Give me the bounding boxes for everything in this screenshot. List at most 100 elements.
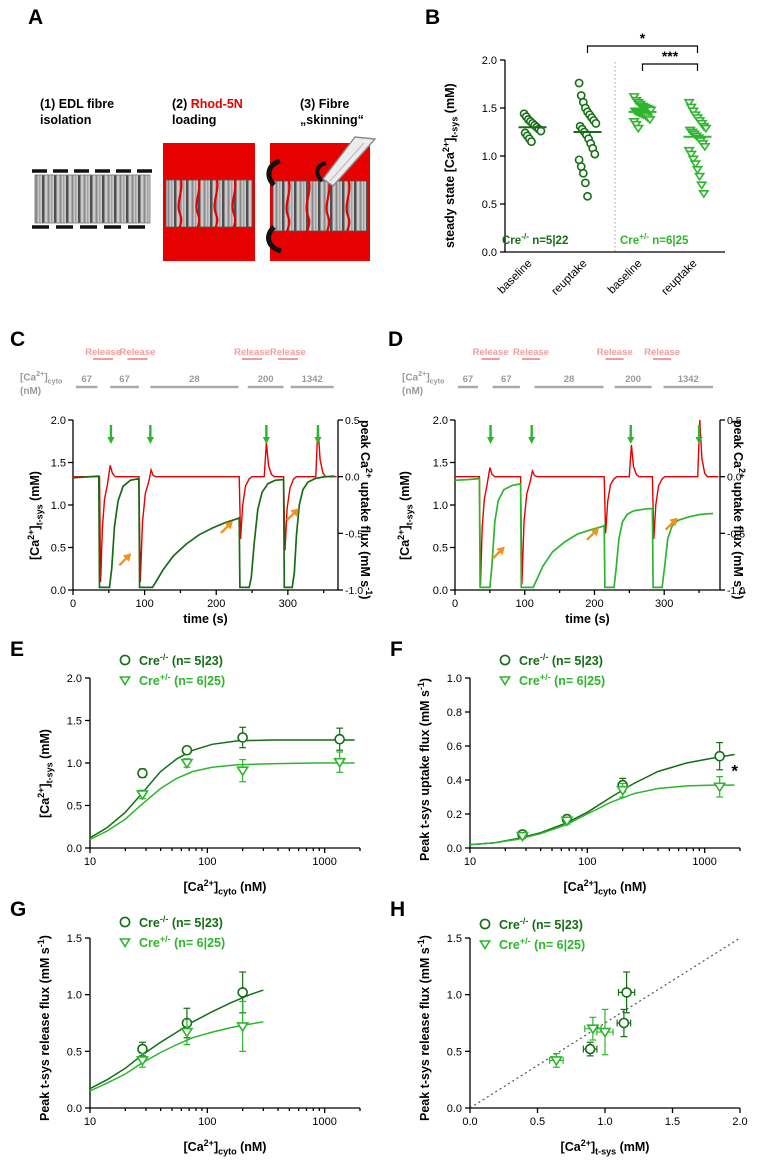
marker-triangle xyxy=(695,181,708,190)
series-0 xyxy=(89,726,355,839)
legend-marker-triangle-icon xyxy=(478,940,492,951)
svg-text:0.0: 0.0 xyxy=(727,472,742,484)
ca-tsys-trace xyxy=(454,477,714,589)
axes xyxy=(500,59,725,253)
legend-label: Cre-/- (n= 5|23) xyxy=(139,913,223,931)
svg-text:0.0: 0.0 xyxy=(67,843,82,855)
svg-text:0: 0 xyxy=(452,598,458,610)
marker-triangle xyxy=(700,124,712,134)
svg-text:1.0: 1.0 xyxy=(447,990,462,1002)
marker-circle xyxy=(536,126,546,136)
svg-text:2.0: 2.0 xyxy=(51,415,66,427)
fit-curve xyxy=(469,784,735,846)
legend-marker-triangle-icon xyxy=(118,676,132,687)
svg-text:-1.0: -1.0 xyxy=(345,585,363,597)
panel-e-chart: 0.0 0.5 1.0 1.5 2.0 10 100 1000 xyxy=(67,673,361,868)
sig-label: * xyxy=(731,762,738,781)
x-axis-label: time (s) xyxy=(565,612,609,626)
g-y-axis-label: Peak t-sys release flux (mM s-1) xyxy=(36,935,53,1121)
peeled-membrane-flap-bottom xyxy=(266,225,282,254)
category-label: reuptake xyxy=(659,258,699,298)
cyto-concentration-value: 200 xyxy=(258,374,274,385)
legend-row-cre-plus: Cre+/- (n= 6|25) xyxy=(498,670,605,690)
svg-text:1.0: 1.0 xyxy=(447,673,462,685)
marker-triangle xyxy=(693,172,706,182)
svg-text:2.0: 2.0 xyxy=(433,415,448,427)
step-3-label: (3) Fibre „skinning“ xyxy=(300,97,364,128)
legend-marker-triangle-icon xyxy=(118,938,132,949)
svg-text:300: 300 xyxy=(279,598,297,610)
svg-text:10: 10 xyxy=(84,856,96,868)
svg-text:100: 100 xyxy=(578,856,596,868)
legend-label: Cre-/- (n= 5|23) xyxy=(519,651,603,669)
b-y-axis-label: steady state [Ca2+]t-sys (mM) xyxy=(441,83,460,248)
legend-label: Cre+/- (n= 6|25) xyxy=(139,933,226,951)
release-flux-arrowhead xyxy=(314,437,322,444)
x-axis-label: time (s) xyxy=(183,612,227,626)
marker-circle xyxy=(237,732,248,743)
marker-triangle xyxy=(691,166,704,175)
reuptake-arrowhead xyxy=(224,521,233,530)
svg-text:0.5: 0.5 xyxy=(67,1046,82,1058)
legend-g: Cre-/- (n= 5|23) Cre+/- (n= 6|25) xyxy=(118,912,225,952)
category-label: baseline xyxy=(606,258,645,297)
category-label: reuptake xyxy=(549,258,589,298)
identity-line xyxy=(469,937,741,1109)
panel-label-a: A xyxy=(28,6,44,29)
svg-text:10: 10 xyxy=(84,1116,96,1128)
svg-text:2.0: 2.0 xyxy=(732,1116,747,1128)
release-flux-arrowhead xyxy=(262,437,270,444)
legend-label: Cre-/- (n= 5|23) xyxy=(139,651,223,669)
svg-text:1000: 1000 xyxy=(692,856,716,868)
reuptake-arrowhead xyxy=(496,546,505,555)
panel-d-chart: 0.0 0.5 1.0 1.5 2.0 0.5 0.0 -0.5 -1.0 0 100 200 300 t… xyxy=(433,347,746,626)
step-2-prefix: (2) xyxy=(172,97,191,111)
legend-marker-circle-icon xyxy=(499,654,511,666)
series-1 xyxy=(89,751,355,841)
axes xyxy=(450,419,725,595)
marker-triangle xyxy=(236,1022,250,1033)
svg-text:0.5: 0.5 xyxy=(482,199,497,211)
cyto-concentration-value: 1342 xyxy=(678,374,699,385)
svg-text:200: 200 xyxy=(207,598,225,610)
svg-text:0.5: 0.5 xyxy=(433,543,448,555)
marker-triangle xyxy=(333,757,347,769)
svg-text:0.0: 0.0 xyxy=(433,585,448,597)
legend-label: Cre-/- (n= 5|23) xyxy=(499,915,583,933)
release-label: Release xyxy=(119,347,155,358)
uptake-flux-trace xyxy=(73,425,337,583)
svg-text:100: 100 xyxy=(198,1116,216,1128)
svg-text:1.0: 1.0 xyxy=(482,151,497,163)
svg-text:1.5: 1.5 xyxy=(433,458,448,470)
marker-circle xyxy=(527,137,536,147)
svg-text:10: 10 xyxy=(464,856,476,868)
marker-triangle xyxy=(180,758,194,769)
svg-text:0.4: 0.4 xyxy=(447,775,462,787)
panel-label-c: C xyxy=(10,328,26,351)
marker-triangle xyxy=(598,1027,612,1039)
d-cyto-label-line1: [Ca2+]cyto xyxy=(402,369,445,386)
svg-text:1.5: 1.5 xyxy=(67,716,82,728)
d-left-axis-label: [Ca2+]t-sys (mM) xyxy=(396,471,415,560)
marker-circle xyxy=(574,78,584,88)
panel-c-chart: 0.0 0.5 1.0 1.5 2.0 0.5 0.0 -0.5 -1.0 0 100 200 300 t… xyxy=(51,347,364,626)
svg-text:1.0: 1.0 xyxy=(433,500,448,512)
marker-triangle xyxy=(687,155,700,164)
reuptake-arrowhead xyxy=(590,527,599,537)
svg-text:0.0: 0.0 xyxy=(447,843,462,855)
svg-text:0.2: 0.2 xyxy=(447,809,462,821)
step-2-suffix: loading xyxy=(172,113,217,128)
legend-row-cre-minus: Cre-/- (n= 5|23) xyxy=(478,914,585,934)
pipette-lumen xyxy=(329,142,365,182)
marker-circle xyxy=(583,191,592,201)
legend-h: Cre-/- (n= 5|23) Cre+/- (n= 6|25) xyxy=(478,914,585,954)
axes xyxy=(85,677,361,853)
step-2-label: (2) Rhod-5N loading xyxy=(172,96,256,129)
f-y-axis-label: Peak t-sys uptake flux (mM s-1) xyxy=(416,677,433,861)
panel-label-g: G xyxy=(10,898,27,921)
marker-circle xyxy=(618,1017,630,1029)
svg-text:0.5: 0.5 xyxy=(51,543,66,555)
release-flux-arrowhead xyxy=(627,437,635,444)
group-series-0 xyxy=(518,78,602,201)
